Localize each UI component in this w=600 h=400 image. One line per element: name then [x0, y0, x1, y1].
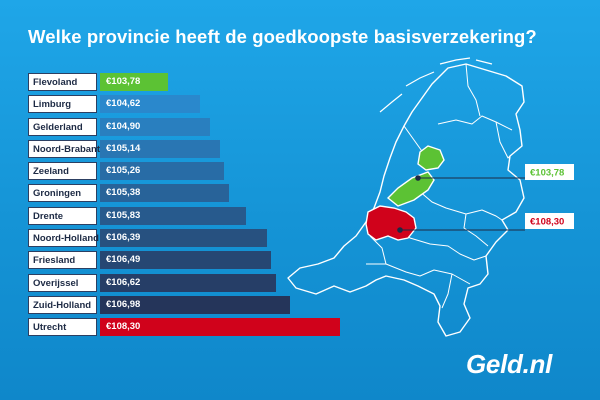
- wadden-islands: [379, 57, 493, 113]
- category-label: Zuid-Holland: [28, 295, 97, 314]
- category-label: Gelderland: [28, 117, 97, 136]
- bar: €105,38: [100, 184, 229, 203]
- category-label: Drente: [28, 206, 97, 225]
- flevoland-shape: [386, 171, 435, 207]
- bar: €106,39: [100, 229, 268, 248]
- bar: €104,90: [100, 117, 211, 136]
- utrecht-shape: [365, 205, 417, 241]
- bar: €105,26: [100, 162, 225, 181]
- bar: €106,49: [100, 251, 272, 270]
- brand-logo: Geld.nl: [466, 349, 553, 379]
- flevoland-callout-box: [525, 164, 574, 180]
- category-label: Noord-Brabant: [28, 139, 100, 158]
- category-label: Zeeland: [28, 162, 97, 181]
- netherlands-outline: [287, 63, 525, 337]
- bar: €106,98: [100, 295, 290, 314]
- category-label: Overijssel: [28, 273, 97, 292]
- bar: €105,14: [100, 139, 220, 158]
- category-label: Friesland: [28, 251, 97, 270]
- bar: €108,30: [100, 318, 340, 337]
- netherlands-map: €103,78 €108,30: [287, 57, 574, 337]
- category-label: Utrecht: [28, 318, 97, 337]
- bar: €103,78: [100, 73, 168, 91]
- chart-title: Welke provincie heeft de goedkoopste bas…: [28, 26, 537, 47]
- bar: €105,83: [100, 206, 246, 225]
- province-borders: [366, 63, 513, 309]
- utrecht-callout-box: [525, 213, 574, 229]
- category-label: Limburg: [28, 95, 97, 114]
- flevoland-callout-value: €103,78: [530, 168, 564, 179]
- noordoostpolder-shape: [417, 145, 445, 171]
- category-label: Flevoland: [28, 73, 97, 91]
- category-label: Groningen: [28, 184, 97, 203]
- utrecht-callout-value: €108,30: [530, 217, 564, 228]
- category-label: Noord-Holland: [28, 229, 99, 248]
- bar: €104,62: [100, 95, 200, 114]
- bar: €106,62: [100, 273, 276, 292]
